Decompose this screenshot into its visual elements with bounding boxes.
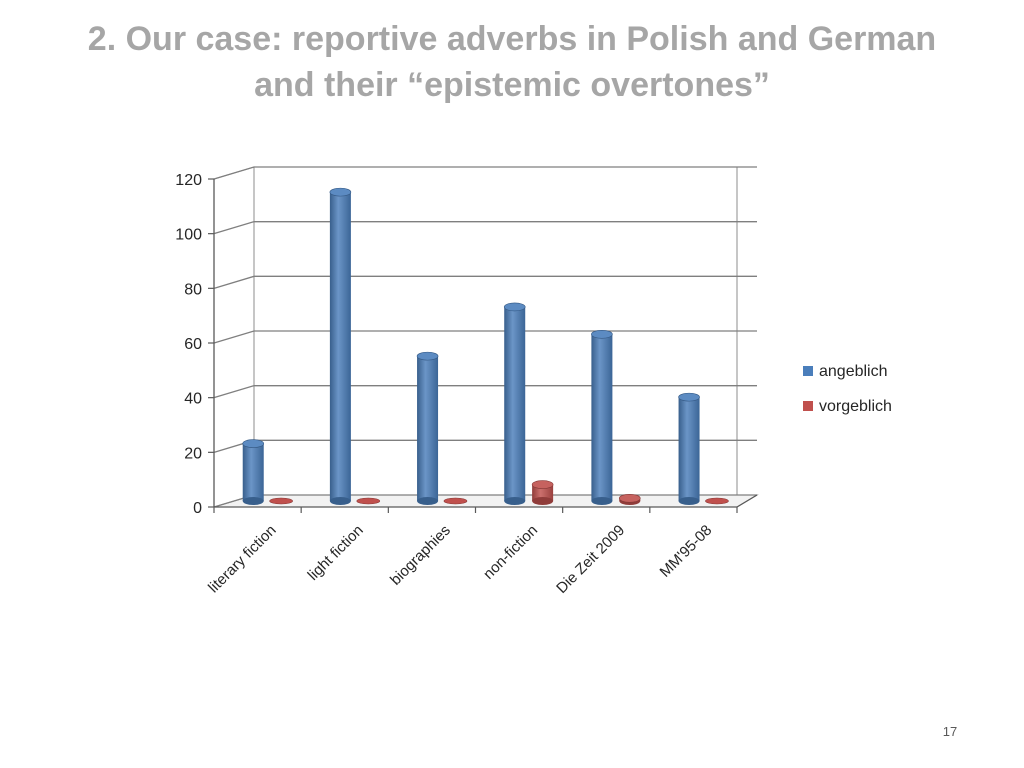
bar-angeblich — [242, 439, 265, 505]
gridline — [213, 330, 757, 344]
chart-floor — [213, 494, 759, 508]
y-tick-label: 40 — [184, 391, 202, 408]
x-tick-label: non-fiction — [480, 522, 541, 583]
slide-title-line-1: 2. Our case: reportive adverbs in Polish… — [87, 20, 937, 58]
chart-legend: angeblich vorgeblich — [803, 363, 892, 415]
y-tick-label: 120 — [175, 172, 202, 189]
x-tick-label: Die Zeit 2009 — [553, 522, 628, 597]
x-tick-label: biographies — [387, 522, 454, 589]
y-tick-label: 80 — [184, 281, 202, 298]
bar-vorgeblich — [618, 493, 641, 505]
bar-angeblich — [591, 329, 613, 505]
gridline — [213, 275, 757, 289]
legend-label: angeblich — [819, 363, 888, 380]
bar-vorgeblich — [269, 497, 293, 505]
gridline — [213, 221, 757, 235]
legend-swatch — [803, 401, 813, 411]
legend-label: vorgeblich — [819, 398, 892, 415]
bar-vorgeblich — [356, 497, 381, 505]
x-tick-label: literary fiction — [205, 522, 280, 597]
gridline — [213, 166, 757, 180]
gridline — [213, 385, 757, 399]
x-tick-label: light fiction — [305, 522, 367, 584]
x-tick-label: MM'95-08 — [657, 522, 716, 581]
bar-angeblich — [329, 187, 352, 505]
bar-angeblich — [416, 351, 439, 505]
bar-angeblich — [503, 302, 526, 505]
y-tick-label: 60 — [184, 336, 202, 353]
slide-title-line-2: and their “epistemic overtones” — [254, 66, 770, 104]
y-tick-label: 0 — [193, 500, 202, 517]
slide-number: 17 — [942, 724, 958, 739]
slide-title: 2. Our case: reportive adverbs in Polish… — [40, 16, 984, 108]
bar-angeblich — [678, 392, 700, 505]
bar-vorgeblich — [443, 497, 468, 505]
y-tick-label: 100 — [175, 227, 202, 244]
bar-vorgeblich — [705, 497, 729, 505]
bar-vorgeblich — [531, 480, 554, 505]
x-axis-depth-line — [736, 494, 758, 508]
y-tick-label: 20 — [184, 445, 202, 462]
legend-swatch — [803, 366, 813, 376]
